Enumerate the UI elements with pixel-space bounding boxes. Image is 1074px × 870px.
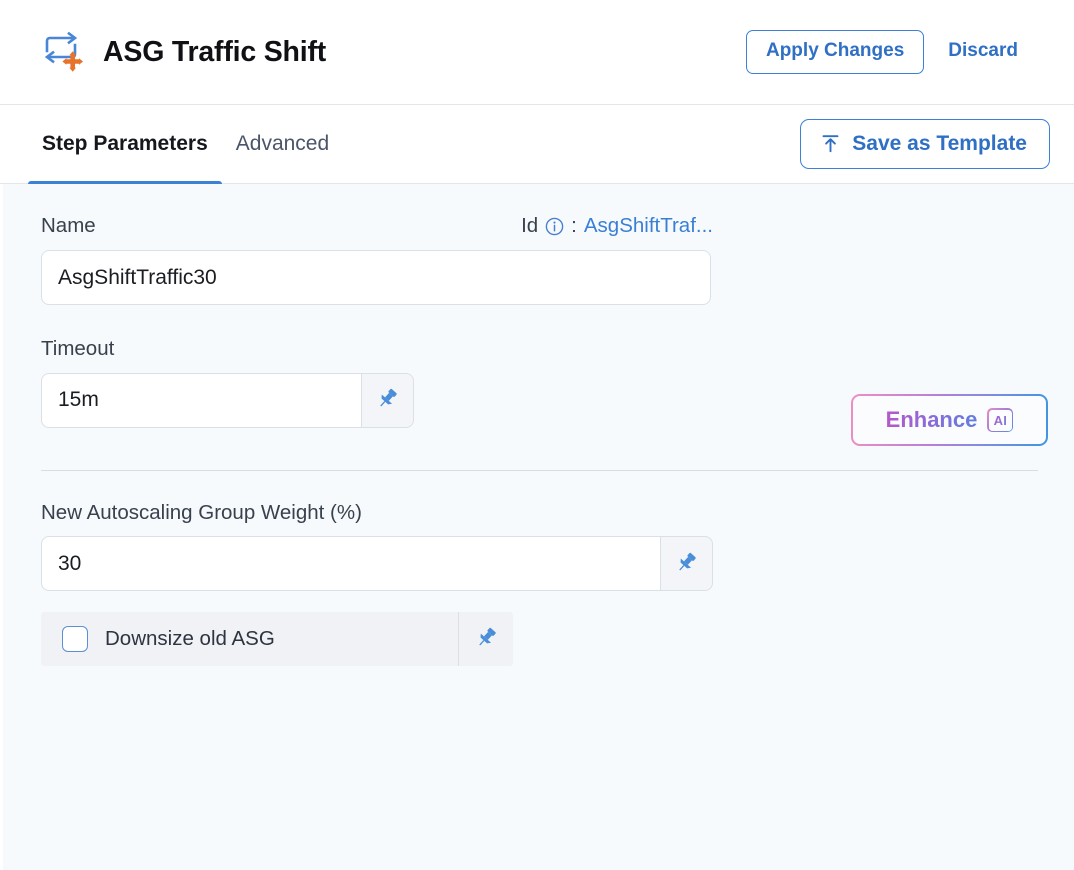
weight-input-group — [41, 536, 713, 592]
upload-icon — [820, 133, 841, 154]
tab-advanced[interactable]: Advanced — [222, 105, 343, 183]
downsize-pin-button[interactable] — [459, 612, 513, 666]
timeout-input-group — [41, 372, 414, 428]
apply-changes-button[interactable]: Apply Changes — [745, 30, 925, 74]
id-separator: : — [571, 214, 577, 237]
ai-badge-label: AI — [993, 412, 1008, 428]
id-value[interactable]: AsgShiftTraf... — [583, 214, 713, 237]
pin-icon — [475, 626, 498, 652]
id-label: Id — [521, 214, 539, 237]
id-block: Id : AsgShiftTraf... — [521, 214, 713, 238]
pin-icon — [376, 387, 399, 413]
form-area: Name Id : AsgShiftTraf... Timeout — [3, 184, 1074, 870]
enhance-ai-label: Enhance — [885, 406, 978, 432]
save-as-template-label: Save as Template — [852, 131, 1027, 155]
enhance-ai-button[interactable]: Enhance AI — [851, 394, 1048, 446]
ai-badge-icon: AI — [987, 408, 1014, 432]
name-id-row: Name Id : AsgShiftTraf... — [41, 184, 713, 238]
downsize-old-asg-checkbox[interactable] — [62, 626, 88, 653]
downsize-old-asg-cell[interactable]: Downsize old ASG — [41, 612, 459, 667]
page-title: ASG Traffic Shift — [103, 35, 327, 68]
weight-pin-button[interactable] — [660, 536, 713, 592]
discard-button[interactable]: Discard — [936, 31, 1040, 73]
tab-step-parameters[interactable]: Step Parameters — [28, 105, 222, 185]
header-actions: Apply Changes Discard — [745, 30, 1040, 74]
panel-header: ASG Traffic Shift Apply Changes Discard — [0, 0, 1074, 105]
downsize-old-asg-row: Downsize old ASG — [41, 612, 513, 667]
info-circle-icon[interactable] — [545, 217, 564, 236]
section-divider — [41, 469, 1038, 471]
ai-badge-inner: AI — [988, 409, 1012, 431]
weight-label: New Autoscaling Group Weight (%) — [41, 500, 362, 524]
weight-input[interactable] — [41, 536, 660, 592]
tab-bar: Step Parameters Advanced Save as Templat… — [0, 105, 1074, 185]
name-input[interactable] — [41, 250, 711, 305]
timeout-label: Timeout — [41, 337, 115, 360]
panel-content: Name Id : AsgShiftTraf... Timeout — [0, 184, 1074, 870]
traffic-shift-icon — [41, 32, 87, 72]
tab-list: Step Parameters Advanced — [28, 105, 343, 185]
pin-icon — [675, 551, 698, 577]
timeout-pin-button[interactable] — [361, 372, 414, 428]
downsize-old-asg-label: Downsize old ASG — [105, 627, 275, 651]
enhance-ai-inner: Enhance AI — [853, 396, 1046, 444]
timeout-input[interactable] — [41, 372, 361, 428]
header-title-group: ASG Traffic Shift — [41, 32, 326, 72]
save-as-template-button[interactable]: Save as Template — [800, 118, 1050, 170]
name-label: Name — [41, 214, 96, 238]
